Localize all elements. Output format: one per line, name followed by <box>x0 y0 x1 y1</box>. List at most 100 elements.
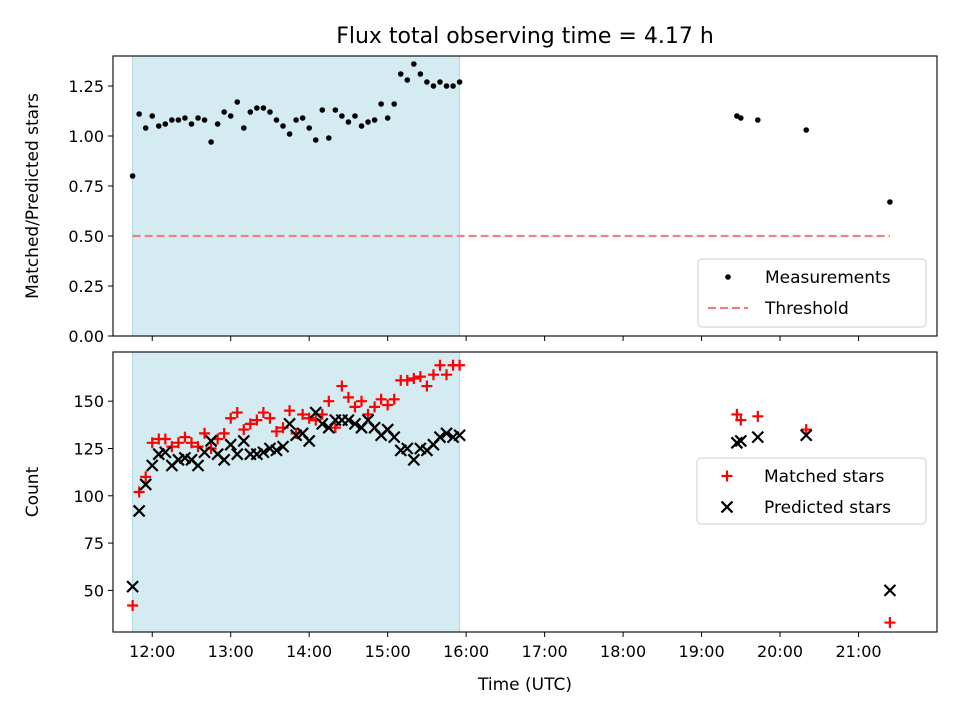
data-point <box>227 113 234 119</box>
data-point <box>456 79 463 85</box>
x-tick-label: 16:00 <box>443 642 489 661</box>
data-point <box>231 407 243 419</box>
data-point <box>391 101 398 107</box>
data-point <box>140 471 152 483</box>
plot-frame <box>112 351 938 633</box>
data-point <box>336 380 348 392</box>
data-point <box>254 105 260 111</box>
data-point <box>427 369 439 381</box>
data-point <box>397 71 404 77</box>
x-tick-label: 14:00 <box>286 642 332 661</box>
data-point <box>159 433 171 445</box>
data-point <box>159 445 172 459</box>
y-tick-label: 150 <box>73 392 104 411</box>
data-point <box>127 600 139 612</box>
data-point <box>218 427 230 439</box>
data-point <box>146 437 158 449</box>
data-point <box>358 123 365 129</box>
y-axis-label: Count <box>23 466 43 517</box>
y-tick-label: 1.25 <box>68 77 104 96</box>
data-point <box>224 438 237 451</box>
chart-title: Flux total observing time = 4.17 h <box>336 24 714 49</box>
data-point <box>342 413 355 427</box>
data-point <box>204 434 218 448</box>
data-point <box>264 412 276 424</box>
data-point <box>276 440 290 453</box>
chart-panel-1: 0.00 0.25 0.50 0.75 1.00 1.25 Flux total obser… <box>23 24 938 346</box>
data-point <box>319 107 326 113</box>
data-point <box>145 459 159 472</box>
observing-window-span <box>132 55 461 337</box>
data-point <box>800 424 812 436</box>
data-point <box>450 83 456 89</box>
legend: Measurements Threshold <box>697 258 927 328</box>
data-point <box>734 434 748 448</box>
data-point <box>738 115 744 121</box>
data-point <box>199 427 211 439</box>
data-point <box>424 79 430 85</box>
data-point <box>421 380 433 392</box>
data-point <box>195 115 201 121</box>
data-point <box>752 410 764 422</box>
data-point <box>411 61 417 67</box>
x-tick-label: 15:00 <box>365 642 411 661</box>
data-point <box>378 101 384 107</box>
legend-label: Predicted stars <box>764 498 891 518</box>
data-point <box>408 372 420 384</box>
data-point <box>441 369 453 381</box>
data-point <box>434 359 446 371</box>
data-point <box>887 199 893 205</box>
data-point <box>192 441 204 453</box>
data-point <box>179 431 191 443</box>
data-point <box>437 79 443 85</box>
panels: 0.00 0.25 0.50 0.75 1.00 1.25 Flux total obser… <box>23 24 938 695</box>
data-point <box>244 418 256 430</box>
y-tick-label: 100 <box>73 487 104 506</box>
data-point <box>208 139 214 145</box>
x-tick-label: 20:00 <box>757 642 803 661</box>
data-point <box>453 428 466 442</box>
data-point <box>129 173 136 179</box>
data-point <box>133 486 145 498</box>
data-point <box>803 127 810 133</box>
x-axis-label: Time (UTC) <box>477 675 572 695</box>
data-point <box>312 137 319 143</box>
data-point <box>217 453 231 467</box>
data-point <box>260 105 267 111</box>
y-axis-label: Matched/Predicted stars <box>23 93 43 299</box>
data-point <box>884 617 896 629</box>
data-point <box>237 434 251 448</box>
data-point <box>332 107 339 113</box>
data-point <box>440 427 453 440</box>
data-point <box>356 395 368 407</box>
data-point <box>352 113 358 119</box>
data-point <box>132 504 146 518</box>
data-point <box>401 442 414 455</box>
data-point <box>315 417 329 431</box>
data-point <box>240 125 247 131</box>
data-point <box>230 447 244 461</box>
data-point <box>251 414 263 426</box>
data-point <box>345 119 352 125</box>
data-point <box>382 399 394 411</box>
data-point <box>883 584 897 597</box>
data-point <box>225 412 237 424</box>
data-point <box>433 430 447 444</box>
y-tick-label: 0.50 <box>68 227 104 246</box>
series-measurements <box>129 61 893 205</box>
data-point <box>155 123 162 129</box>
data-point <box>267 109 273 115</box>
data-point <box>142 125 149 131</box>
data-point <box>302 434 316 448</box>
y-tick-label: 0.00 <box>68 327 104 346</box>
series-matched-stars <box>127 359 896 629</box>
legend-marker <box>720 500 734 514</box>
x-tick-label: 21:00 <box>835 642 881 661</box>
data-point <box>290 427 302 439</box>
x-tick-label: 18:00 <box>600 642 646 661</box>
data-point <box>454 359 466 371</box>
data-point <box>299 115 306 121</box>
legend-label: Measurements <box>765 268 891 288</box>
data-point <box>751 430 765 444</box>
data-point <box>384 115 391 121</box>
